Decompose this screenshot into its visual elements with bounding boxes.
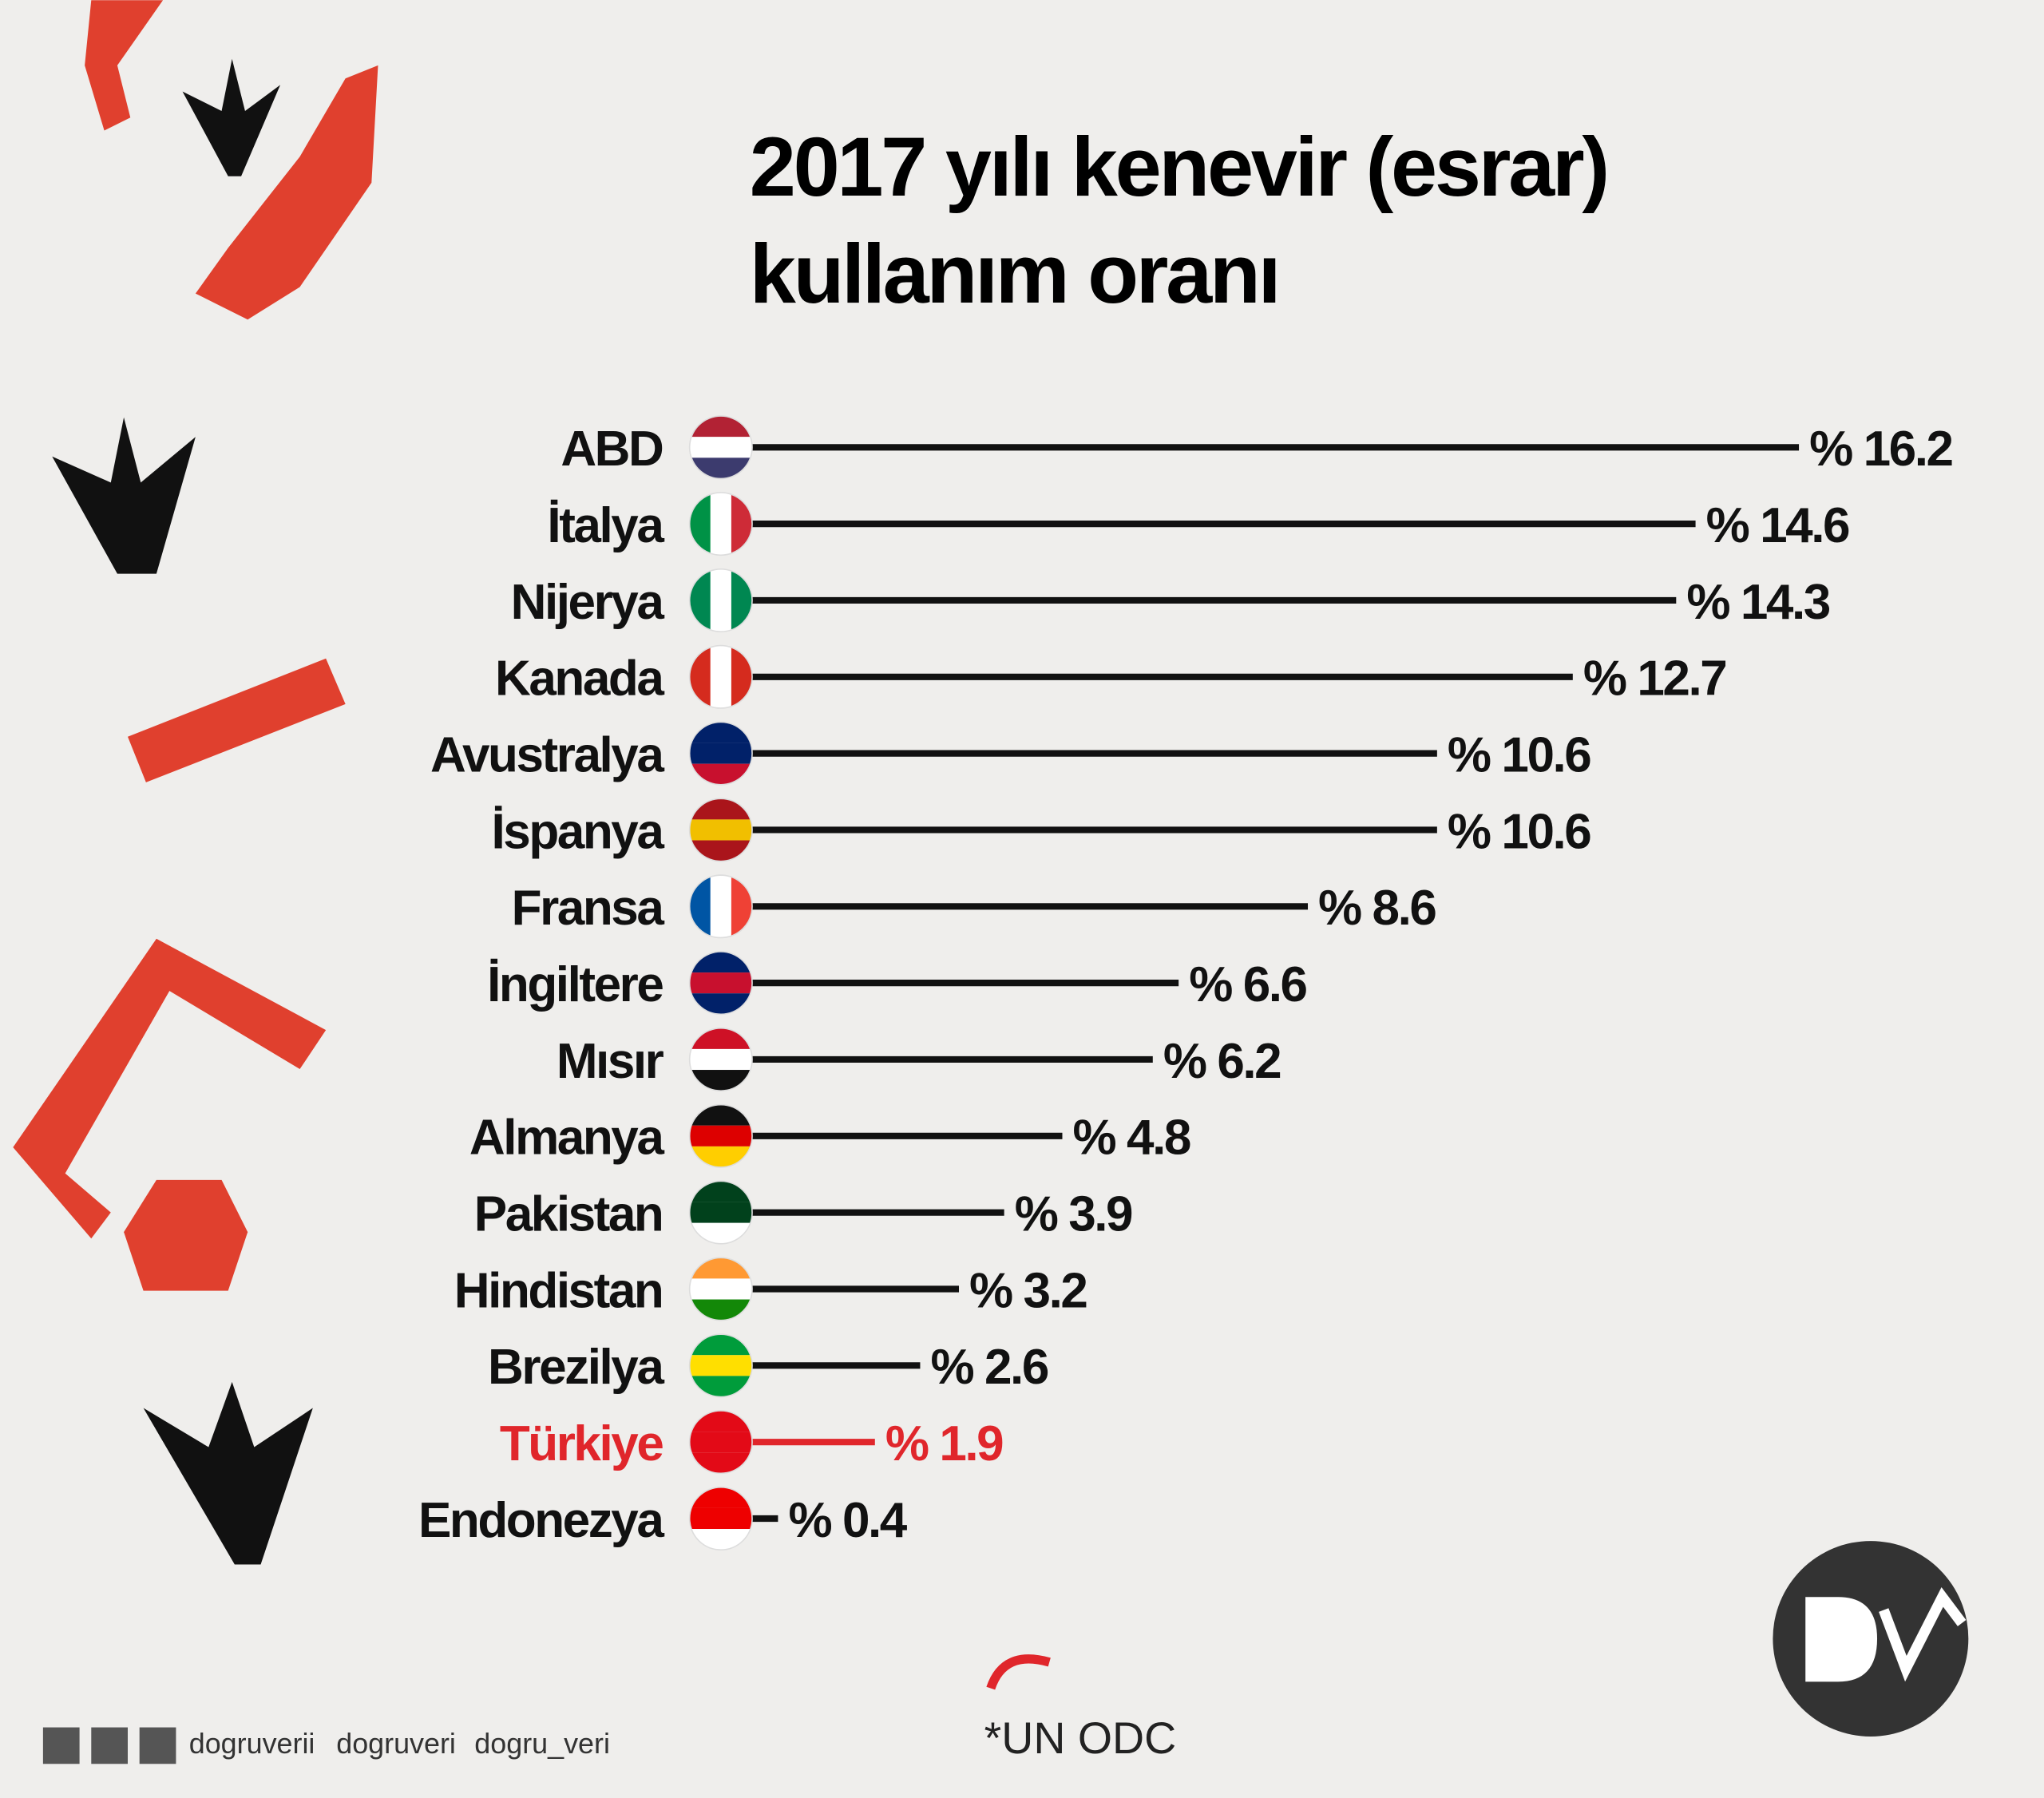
category-label: Nijerya xyxy=(511,575,665,630)
flag-stripe xyxy=(689,1507,753,1530)
flag xyxy=(688,1333,753,1398)
flag xyxy=(688,644,753,709)
flag xyxy=(688,415,753,480)
flag-stripe xyxy=(710,492,731,556)
value-label: % 14.6 xyxy=(1706,498,1849,553)
flag-border xyxy=(688,798,753,862)
flag xyxy=(688,568,753,632)
decor xyxy=(13,0,1969,1764)
flag-border xyxy=(688,951,753,1016)
value-label: % 6.2 xyxy=(1163,1034,1281,1089)
social-facebook: dogruverii xyxy=(189,1727,315,1760)
flag-border xyxy=(688,644,753,709)
category-label: İngiltere xyxy=(487,957,663,1012)
flag-border xyxy=(688,568,753,632)
flag xyxy=(688,1180,753,1245)
value-label: % 4.8 xyxy=(1073,1111,1190,1166)
flag-stripe xyxy=(689,1125,753,1147)
value-label: % 3.9 xyxy=(1015,1187,1132,1242)
flag xyxy=(688,1103,753,1168)
flag xyxy=(688,492,753,556)
category-label: Mısır xyxy=(557,1034,664,1089)
flag-border xyxy=(688,1333,753,1398)
flag-border xyxy=(688,1487,753,1551)
flag-stripe xyxy=(689,1202,753,1223)
flag-stripe xyxy=(710,568,731,632)
flag xyxy=(688,1487,753,1551)
flag-stripe xyxy=(689,819,753,841)
source: *UN ODC xyxy=(984,1713,1177,1763)
flag-stripe xyxy=(710,645,731,708)
category-label: Pakistan xyxy=(474,1187,663,1242)
flag-stripe xyxy=(689,1048,753,1071)
value-label: % 14.3 xyxy=(1686,575,1829,630)
flag xyxy=(688,1410,753,1475)
value-label: % 10.6 xyxy=(1448,727,1590,782)
flag xyxy=(688,721,753,786)
flag xyxy=(688,951,753,1016)
flag-border xyxy=(688,1257,753,1321)
category-label: Endonezya xyxy=(418,1493,664,1548)
value-label: % 0.4 xyxy=(788,1493,907,1548)
flag-stripe xyxy=(710,875,731,938)
category-label: Türkiye xyxy=(500,1416,663,1471)
category-label: ABD xyxy=(561,422,663,477)
chart-title: 2017 yılı kenevir (esrar) xyxy=(750,121,1607,214)
category-label: Almanya xyxy=(469,1111,664,1166)
flag-border xyxy=(688,1410,753,1475)
flag xyxy=(688,798,753,862)
category-label: Fransa xyxy=(512,881,665,936)
flag-border xyxy=(688,1027,753,1091)
social-twitter: dogru_veri xyxy=(474,1727,610,1760)
flag-border xyxy=(688,415,753,480)
flag xyxy=(688,1027,753,1091)
flag-stripe xyxy=(689,972,753,994)
value-label: % 16.2 xyxy=(1809,422,1952,477)
value-label: % 1.9 xyxy=(885,1416,1003,1471)
value-label: % 8.6 xyxy=(1318,881,1436,936)
value-label: % 3.2 xyxy=(969,1263,1087,1318)
value-label: % 10.6 xyxy=(1448,804,1590,859)
category-label: İspanya xyxy=(492,804,665,859)
flag-border xyxy=(688,721,753,786)
chart-subtitle: kullanım oranı xyxy=(750,228,1279,321)
category-label: Hindistan xyxy=(454,1263,663,1318)
category-label: Brezilya xyxy=(488,1340,664,1395)
flag-border xyxy=(688,874,753,939)
value-label: % 12.7 xyxy=(1583,651,1725,707)
flag-stripe xyxy=(689,1355,753,1376)
category-label: Avustralya xyxy=(430,727,664,782)
flag-stripe xyxy=(689,743,753,764)
flag xyxy=(688,1257,753,1321)
category-label: Kanada xyxy=(495,651,664,707)
flag-stripe xyxy=(689,1278,753,1300)
value-label: % 6.6 xyxy=(1189,957,1306,1012)
flag-border xyxy=(688,1103,753,1168)
flag-stripe xyxy=(689,1432,753,1453)
flag-border xyxy=(688,1180,753,1245)
category-label: İtalya xyxy=(547,498,664,553)
flag xyxy=(688,874,753,939)
flag-border xyxy=(688,492,753,556)
value-label: % 2.6 xyxy=(931,1340,1048,1395)
social-instagram: dogruveri xyxy=(336,1727,456,1760)
flag-stripe xyxy=(689,437,753,458)
